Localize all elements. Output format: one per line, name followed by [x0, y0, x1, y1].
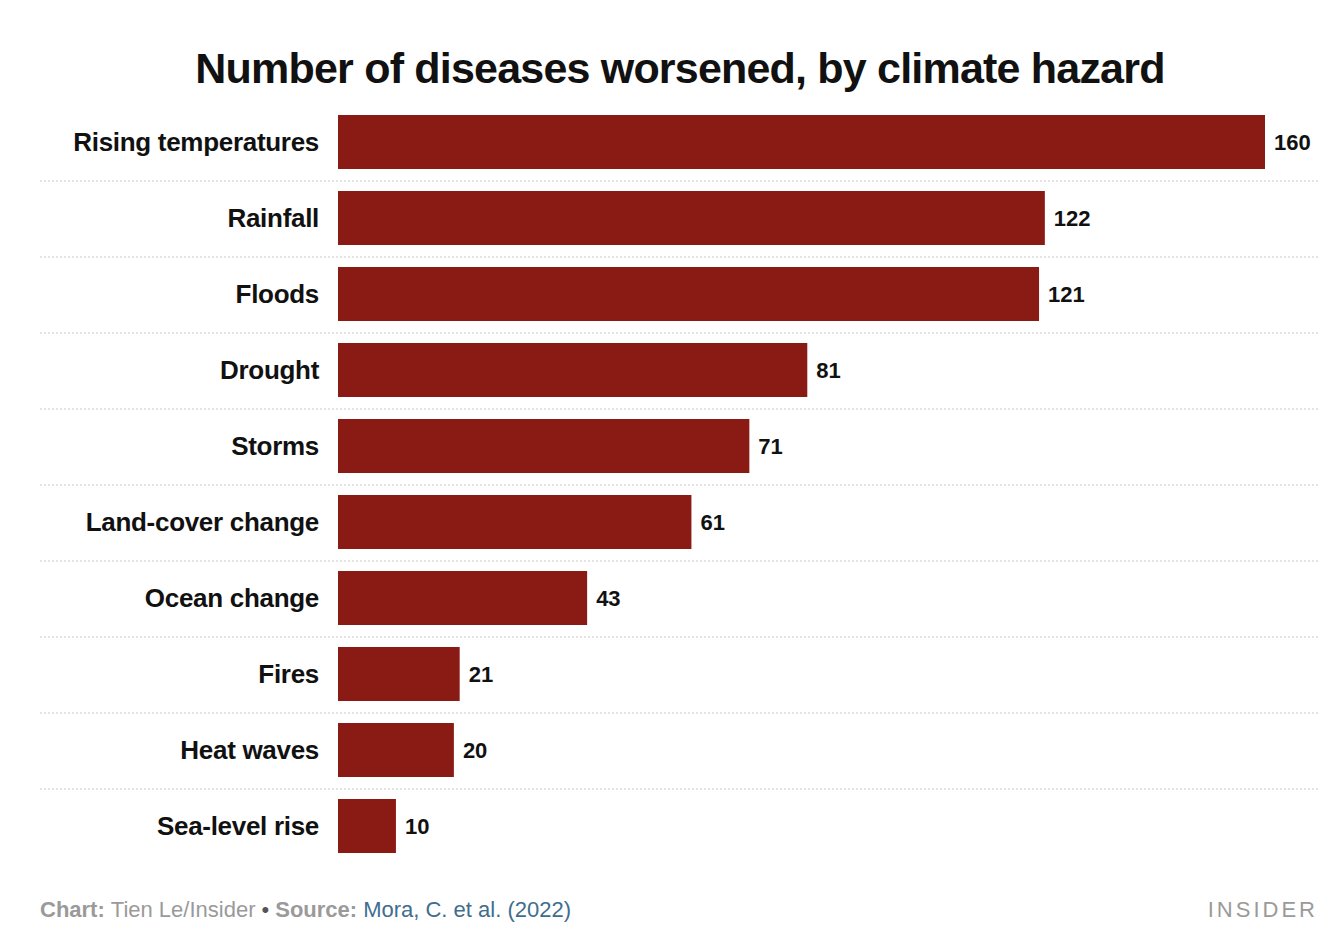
row-separator	[40, 333, 1318, 334]
bar	[338, 419, 749, 473]
category-label: Rainfall	[227, 203, 319, 233]
bar	[338, 723, 454, 777]
data-label: 81	[816, 358, 840, 383]
credit-label: Chart:	[40, 897, 105, 922]
row-separator	[40, 713, 1318, 714]
row-separator	[40, 561, 1318, 562]
row-separator	[40, 789, 1318, 790]
bar	[338, 647, 460, 701]
category-label: Ocean change	[145, 583, 319, 613]
data-label: 43	[596, 586, 620, 611]
data-label: 121	[1048, 282, 1085, 307]
bar	[338, 267, 1039, 321]
row-separator	[40, 257, 1318, 258]
data-label: 71	[758, 434, 782, 459]
source-label: Source:	[275, 897, 357, 922]
bar	[338, 115, 1265, 169]
category-label: Land-cover change	[86, 507, 319, 537]
credit-text: Tien Le/Insider	[111, 897, 256, 922]
data-label: 61	[700, 510, 724, 535]
data-label: 160	[1274, 130, 1311, 155]
bar	[338, 343, 807, 397]
category-label: Floods	[236, 279, 319, 309]
data-label: 21	[469, 662, 493, 687]
category-label: Rising temperatures	[73, 127, 319, 157]
separator: •	[262, 897, 270, 922]
row-separator	[40, 637, 1318, 638]
source-text: Mora, C. et al. (2022)	[363, 897, 571, 922]
row-separator	[40, 409, 1318, 410]
bar	[338, 495, 691, 549]
data-label: 10	[405, 814, 429, 839]
bar	[338, 799, 396, 853]
chart: Number of diseases worsened, by climate …	[0, 0, 1344, 946]
bars	[338, 115, 1265, 853]
bar	[338, 571, 587, 625]
row-separator	[40, 181, 1318, 182]
data-label: 20	[463, 738, 487, 763]
data-label: 122	[1054, 206, 1091, 231]
brand: INSIDER	[1208, 897, 1318, 922]
row-separator	[40, 485, 1318, 486]
category-label: Sea-level rise	[157, 811, 319, 841]
title: Number of diseases worsened, by climate …	[195, 44, 1164, 92]
bar	[338, 191, 1045, 245]
category-label: Drought	[220, 355, 320, 385]
footer: Chart:Tien Le/Insider•Source:Mora, C. et…	[40, 897, 571, 922]
category-label: Storms	[231, 431, 319, 461]
category-label: Heat waves	[180, 735, 319, 765]
category-label: Fires	[258, 659, 319, 689]
